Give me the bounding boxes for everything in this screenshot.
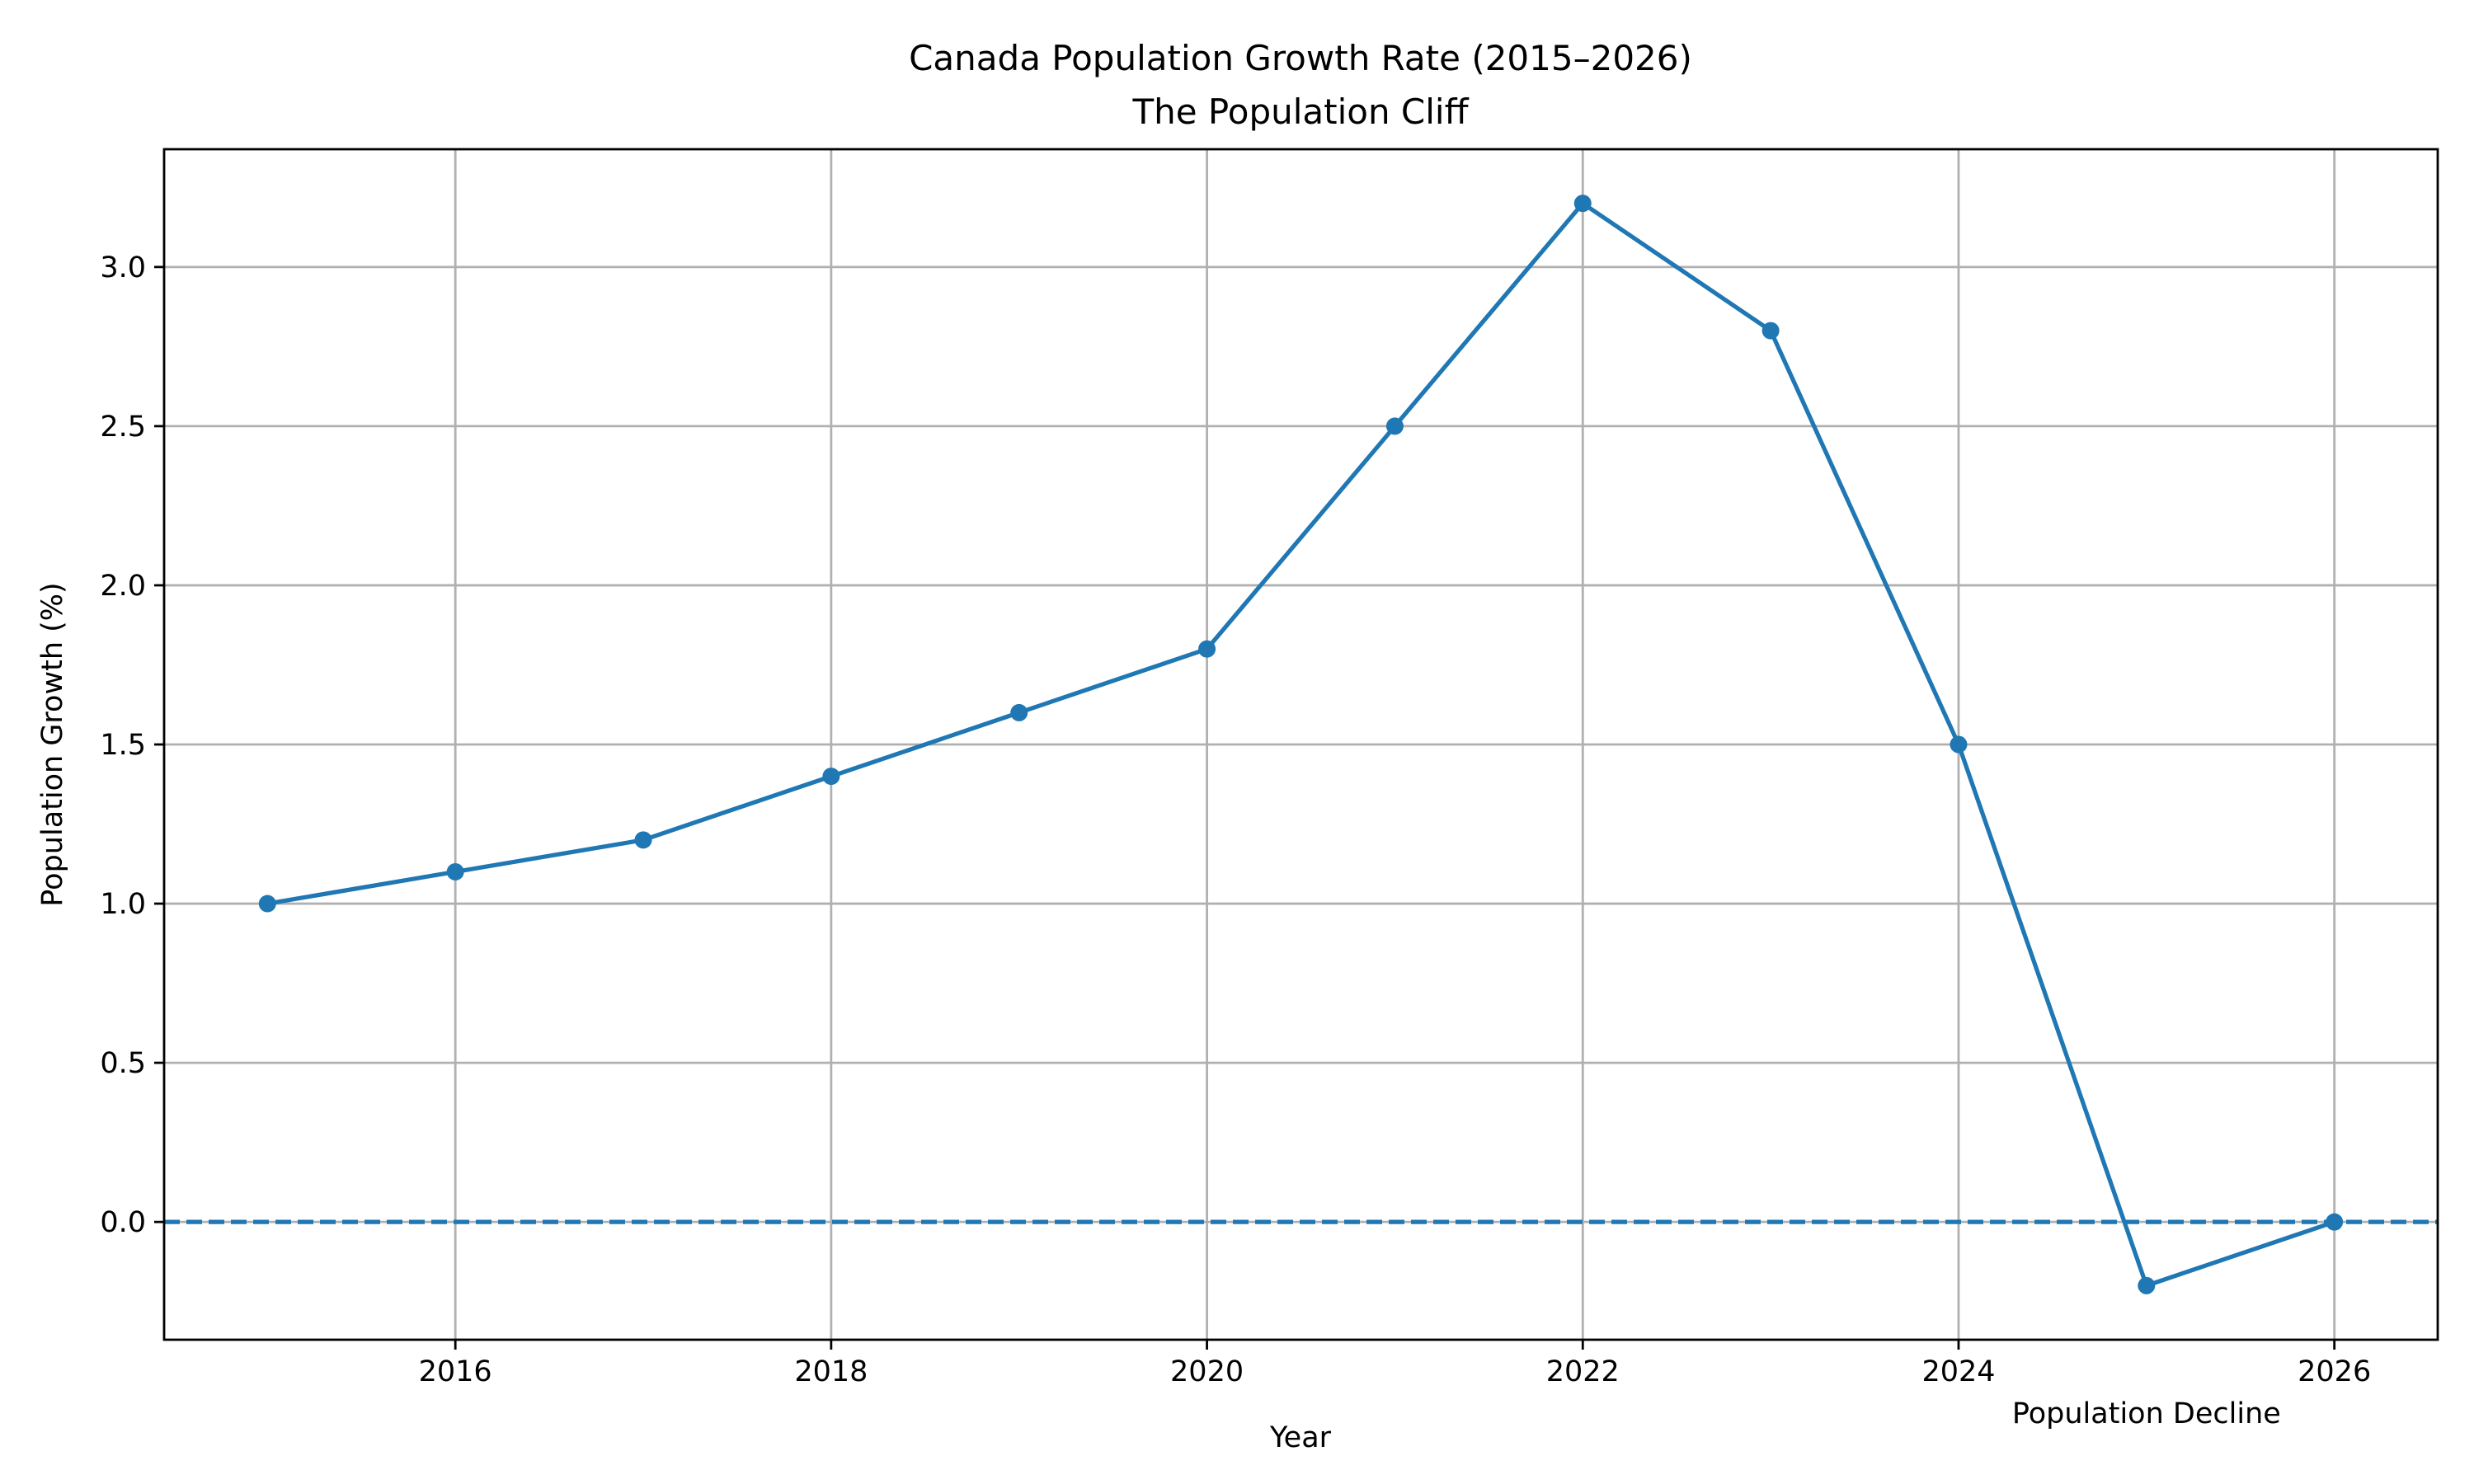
data-point-2015 [258, 895, 276, 913]
chart-title: Canada Population Growth Rate (2015–2026… [909, 38, 1692, 78]
data-point-2024 [1950, 735, 1968, 754]
x-axis-label: Year [1269, 1421, 1332, 1454]
series-line [265, 201, 2337, 1288]
annotation-population-decline: Population Decline [2012, 1397, 2281, 1430]
x-tick-label: 2026 [2298, 1355, 2371, 1388]
x-tick-label: 2018 [794, 1355, 868, 1388]
data-point-2025 [2138, 1276, 2156, 1294]
x-tick-label: 2020 [1170, 1355, 1244, 1388]
x-tick-label: 2024 [1921, 1355, 1995, 1388]
data-point-2023 [1761, 322, 1780, 340]
axes-frame [162, 148, 2439, 1341]
y-tick-label: 2.0 [100, 570, 146, 603]
data-point-2022 [1573, 195, 1592, 213]
data-point-2019 [1010, 703, 1028, 721]
y-tick-label: 0.0 [100, 1206, 146, 1239]
data-point-2016 [446, 862, 464, 881]
series-group [258, 195, 2344, 1294]
data-point-2017 [634, 831, 652, 849]
y-tick-label: 2.5 [100, 411, 146, 444]
chart-subtitle: The Population Cliff [1131, 92, 1469, 132]
y-tick-label: 3.0 [100, 251, 146, 284]
data-point-2026 [2326, 1213, 2344, 1231]
y-tick-label: 1.5 [100, 729, 146, 762]
data-point-2020 [1198, 640, 1216, 658]
x-tick-label: 2016 [419, 1355, 492, 1388]
data-point-2021 [1385, 417, 1404, 435]
ticks: 2016 2018 2020 2022 2024 2026 0.0 0.5 1.0 1.5 2.0 2… [100, 251, 2371, 1388]
y-axis-label: Population Growth (%) [36, 582, 69, 906]
data-point-2018 [822, 768, 840, 786]
y-tick-label: 1.0 [100, 888, 146, 921]
y-tick-label: 0.5 [100, 1047, 146, 1080]
x-tick-label: 2022 [1546, 1355, 1620, 1388]
